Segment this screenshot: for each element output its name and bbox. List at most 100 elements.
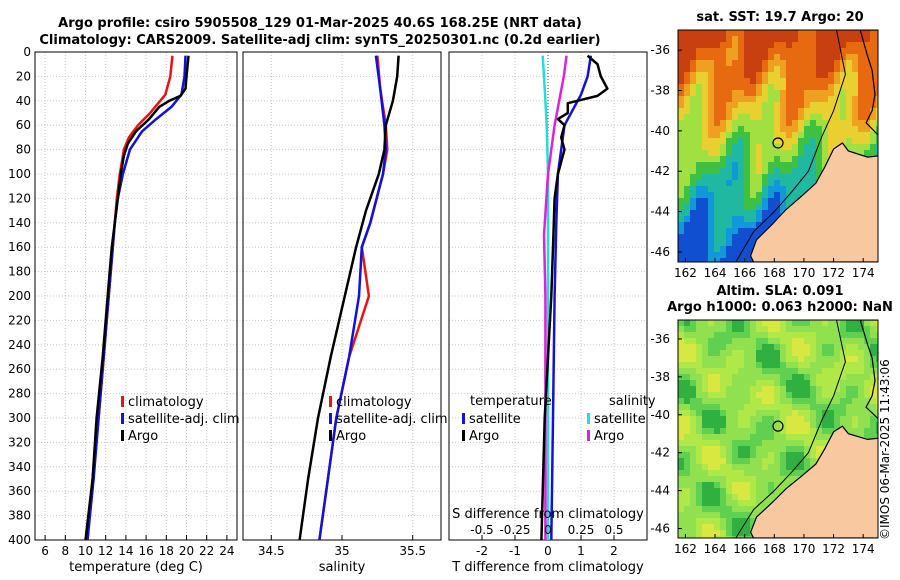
legend-1-1-marker: [329, 413, 332, 424]
x-tick-label: 20: [179, 544, 194, 558]
legend-s-argo-marker: [587, 430, 590, 441]
map-lon-label: 168: [763, 542, 786, 556]
legend-1-2-label: Argo: [336, 429, 366, 444]
s-diff-tick-label: 0.5: [604, 523, 623, 537]
x-axis-label: T difference from climatology: [451, 560, 644, 575]
legend-t-argo-marker: [462, 430, 465, 441]
legend-0-2-marker: [121, 430, 124, 441]
x-tick-label: 10: [78, 544, 93, 558]
axes-box: [34, 51, 238, 541]
argo-line: [84, 55, 190, 541]
x-tick-label: 0: [544, 544, 552, 558]
legend-0-2-label: Argo: [128, 429, 158, 444]
map-lat-label: -40: [650, 408, 670, 422]
depth-tick-label: 60: [16, 118, 31, 132]
map-lon-label: 162: [674, 266, 697, 280]
sla-map-title-line-1: Altim. SLA: 0.091: [716, 284, 844, 299]
x-tick-label: 14: [118, 544, 133, 558]
legend-s-satellite-marker: [587, 413, 590, 424]
coastline-north-island: [859, 30, 878, 136]
depth-contour: [735, 320, 846, 538]
x-tick-label: 1: [577, 544, 585, 558]
depth-tick-label: 340: [8, 460, 31, 474]
depth-tick-label: 360: [8, 484, 31, 498]
map-lat-label: -36: [650, 332, 670, 346]
depth-tick-label: 40: [16, 94, 31, 108]
sla-map: [677, 319, 879, 539]
depth-tick-label: 80: [16, 143, 31, 157]
map-lon-label: 174: [852, 542, 875, 556]
depth-tick-label: 380: [8, 509, 31, 523]
map-lon-label: 174: [852, 266, 875, 280]
legend-0-1-label: satellite-adj. clim: [128, 412, 240, 427]
depth-tick-label: 280: [8, 387, 31, 401]
x-tick-label: -2: [476, 544, 488, 558]
legend-1-0-label: climatology: [336, 395, 412, 410]
map-frame: [677, 29, 879, 263]
x-tick-label: 2: [610, 544, 618, 558]
land-south-island: [749, 142, 878, 262]
t-satellite-line: [550, 55, 593, 541]
depth-tick-label: 300: [8, 411, 31, 425]
satellite-clim-line: [318, 55, 388, 541]
depth-tick-label: 100: [8, 167, 31, 181]
x-tick-label: 18: [159, 544, 174, 558]
map-lat-label: -38: [650, 370, 670, 384]
depth-tick-label: 120: [8, 191, 31, 205]
map-lon-label: 166: [733, 266, 756, 280]
map-lat-label: -40: [650, 124, 670, 138]
map-lon-label: 164: [704, 542, 727, 556]
legend-salinity-heading: salinity: [609, 394, 656, 409]
depth-tick-label: 180: [8, 265, 31, 279]
map-lat-label: -38: [650, 84, 670, 98]
legend-s-satellite-label: satellite: [594, 412, 646, 427]
sst-map-title: sat. SST: 19.7 Argo: 20: [696, 10, 864, 25]
s-diff-tick-label: -0.5: [470, 523, 493, 537]
argo-line: [298, 55, 400, 541]
x-tick-label: 16: [138, 544, 153, 558]
legend-0-0-label: climatology: [128, 395, 204, 410]
argo-position-marker: [772, 420, 784, 432]
x-tick-label: 22: [199, 544, 214, 558]
depth-contour: [735, 30, 846, 262]
s-diff-tick-label: -0.25: [499, 523, 530, 537]
climatology-line: [86, 55, 174, 541]
depth-tick-label: 200: [8, 289, 31, 303]
s-diff-tick-label: 0: [544, 523, 552, 537]
map-lon-label: 172: [822, 266, 845, 280]
legend-t-satellite-marker: [462, 413, 465, 424]
coastline-north-island: [859, 320, 878, 420]
map-lon-label: 168: [763, 266, 786, 280]
x-tick-label: 6: [41, 544, 49, 558]
x-tick-label: 24: [219, 544, 234, 558]
legend-0-1-marker: [121, 413, 124, 424]
x-tick-label: 12: [98, 544, 113, 558]
legend-0-0-marker: [121, 396, 124, 407]
x-tick-label: 34.5: [258, 544, 285, 558]
map-lon-label: 162: [674, 542, 697, 556]
x-tick-label: -1: [509, 544, 521, 558]
x-tick-label: 35: [334, 544, 349, 558]
map-lat-label: -44: [650, 484, 670, 498]
depth-tick-label: 400: [8, 533, 31, 547]
map-lat-label: -36: [650, 43, 670, 57]
s-diff-tick-label: 0.25: [568, 523, 595, 537]
legend-1-0-marker: [329, 396, 332, 407]
x-axis-label: salinity: [319, 560, 366, 575]
land-south-island: [749, 425, 878, 538]
depth-tick-label: 20: [16, 69, 31, 83]
map-lat-label: -46: [650, 522, 670, 536]
legend-1-1-label: satellite-adj. clim: [336, 412, 448, 427]
legend-t-argo-label: Argo: [469, 429, 499, 444]
map-lat-label: -42: [650, 164, 670, 178]
depth-tick-label: 160: [8, 240, 31, 254]
depth-tick-label: 240: [8, 338, 31, 352]
depth-tick-label: 140: [8, 216, 31, 230]
legend-1-2-marker: [329, 430, 332, 441]
map-lon-label: 170: [792, 266, 815, 280]
x-tick-label: 8: [61, 544, 69, 558]
x-tick-label: 35.5: [399, 544, 426, 558]
sst-map: [677, 29, 879, 263]
imos-credit: ©IMOS 06-Mar-2025 11:43:06: [878, 359, 892, 540]
x-axis-label: temperature (deg C): [69, 560, 203, 575]
